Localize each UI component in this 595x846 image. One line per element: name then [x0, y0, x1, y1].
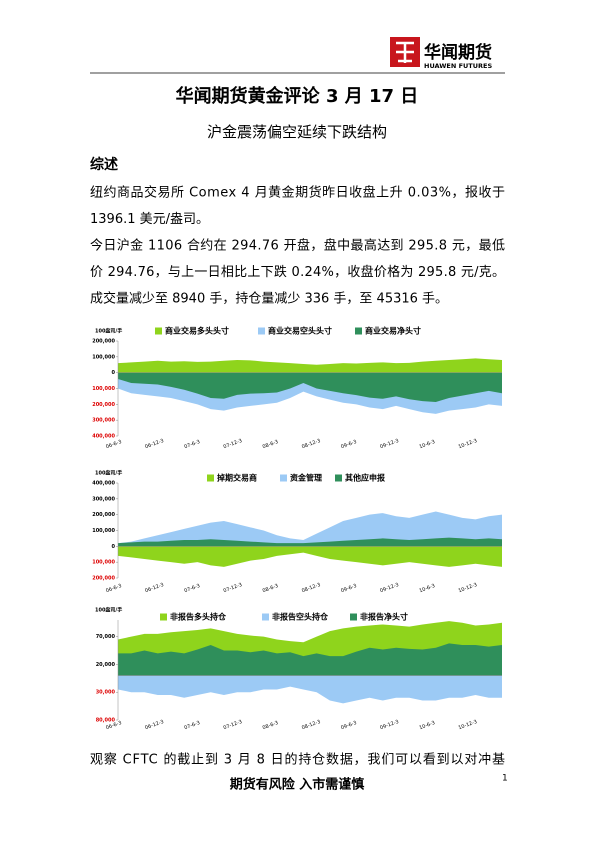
unit-label: 100盎司/手 — [95, 607, 122, 614]
paragraph-line: 今日沪金 1106 合约在 294.76 开盘，盘中最高达到 295.8 元，最… — [90, 238, 505, 254]
paragraph-line: 纽约商品交易所 Comex 4 月黄金期货昨日收盘上升 0.03%，报收于 — [90, 185, 505, 201]
legend-swatch — [335, 474, 342, 482]
chart: 100盎司/手 商业交易多头头寸 商业交易空头头寸 商业交易净头寸 200,000 100… — [92, 326, 502, 450]
legend-label: 掉期交易商 — [217, 473, 257, 483]
legend-label: 非报告净头寸 — [360, 612, 408, 622]
area — [118, 675, 502, 704]
y-tick-label: 100,000 — [92, 386, 115, 392]
y-tick-label: 30,000 — [96, 690, 116, 696]
x-tick-label: 10-6-3 — [418, 583, 435, 594]
logo-en: HUAWEN FUTURES — [424, 62, 492, 70]
page-number: 1 — [502, 774, 508, 784]
unit-label: 100盎司/手 — [95, 470, 122, 477]
legend-label: 其他应申报 — [345, 473, 385, 483]
logo: 华闻期货 HUAWEN FUTURES — [390, 37, 492, 70]
y-tick-label: 200,000 — [92, 512, 115, 518]
legend-label: 商业交易净头寸 — [365, 326, 421, 336]
paragraph-line: 成交量减少至 8940 手，持仓量减少 336 手，至 45316 手。 — [90, 291, 448, 307]
paragraph-line: 1396.1 美元/盎司。 — [90, 212, 209, 227]
y-tick-label: 100,000 — [92, 528, 115, 534]
area — [118, 546, 502, 567]
title: 华闻期货黄金评论 3 月 17 日 — [176, 85, 419, 107]
area — [118, 643, 502, 676]
x-tick-label: 09-6-3 — [340, 720, 357, 731]
x-tick-label: 07-6-3 — [183, 720, 200, 731]
logo-glyph — [396, 41, 414, 63]
area — [118, 358, 502, 373]
logo-cn: 华闻期货 — [424, 42, 492, 63]
legend-label: 商业交易多头头寸 — [165, 326, 229, 336]
y-tick-label: 200,000 — [92, 576, 115, 582]
y-tick-label: 300,000 — [92, 496, 115, 502]
legend-label: 资金管理 — [290, 473, 322, 483]
x-tick-label: 06-6-3 — [105, 720, 122, 731]
area — [118, 511, 502, 547]
legend-swatch — [350, 613, 357, 621]
x-tick-label: 06-6-3 — [105, 439, 122, 450]
legend-swatch — [355, 327, 362, 335]
y-tick-label: 100,000 — [92, 560, 115, 566]
x-tick-label: 06-6-3 — [105, 583, 122, 594]
x-tick-label: 08-6-3 — [262, 583, 279, 594]
legend-swatch — [280, 474, 287, 482]
footer: 期货有风险 入市需谨慎 — [230, 777, 365, 793]
legend-swatch — [155, 327, 162, 335]
y-tick-label: 80,000 — [96, 718, 116, 724]
charts: 100盎司/手 商业交易多头头寸 商业交易空头头寸 商业交易净头寸200,000100… — [92, 326, 502, 731]
y-tick-label: 100,000 — [92, 354, 115, 360]
legend-label: 非报告多头持仓 — [170, 612, 227, 622]
legend-swatch — [207, 474, 214, 482]
y-tick-label: 300,000 — [92, 418, 115, 424]
legend-label: 非报告空头持仓 — [272, 612, 329, 622]
legend-label: 商业交易空头头寸 — [268, 326, 332, 336]
x-tick-label: 10-6-3 — [418, 439, 435, 450]
y-tick-label: 200,000 — [92, 402, 115, 408]
x-tick-label: 07-6-3 — [183, 439, 200, 450]
body-text: 纽约商品交易所 Comex 4 月黄金期货昨日收盘上升 0.03%，报收于 139… — [90, 185, 505, 307]
x-tick-label: 07-6-3 — [183, 583, 200, 594]
area — [118, 537, 502, 547]
closing-text: 观察 CFTC 的截止到 3 月 8 日的持仓数据，我们可以看到以对冲基 — [90, 752, 505, 768]
x-tick-label: 08-6-3 — [262, 720, 279, 731]
x-tick-label: 09-6-3 — [340, 439, 357, 450]
y-tick-label: 20,000 — [96, 662, 116, 668]
legend-swatch — [262, 613, 269, 621]
y-tick-label: 400,000 — [92, 434, 115, 440]
paragraph-line: 价 294.76，与上一日相比上下跌 0.24%，收盘价格为 295.8 元/克… — [90, 264, 505, 280]
y-tick-label: 0 — [112, 544, 116, 550]
y-tick-label: 400,000 — [92, 481, 115, 487]
y-tick-label: 70,000 — [96, 634, 116, 640]
chart: 100盎司/手 掉期交易商 资金管理 其他应申报 400,000 300,000 200,0… — [92, 470, 502, 594]
legend-swatch — [258, 327, 265, 335]
x-tick-label: 10-6-3 — [418, 720, 435, 731]
x-tick-label: 09-6-3 — [340, 583, 357, 594]
unit-label: 100盎司/手 — [95, 328, 122, 335]
legend-swatch — [160, 613, 167, 621]
section-heading: 综述 — [90, 156, 118, 173]
x-tick-label: 08-6-3 — [262, 439, 279, 450]
subtitle: 沪金震荡偏空延续下跌结构 — [207, 123, 387, 141]
y-tick-label: 200,000 — [92, 339, 115, 345]
area — [118, 372, 502, 402]
y-tick-label: 0 — [112, 370, 116, 376]
